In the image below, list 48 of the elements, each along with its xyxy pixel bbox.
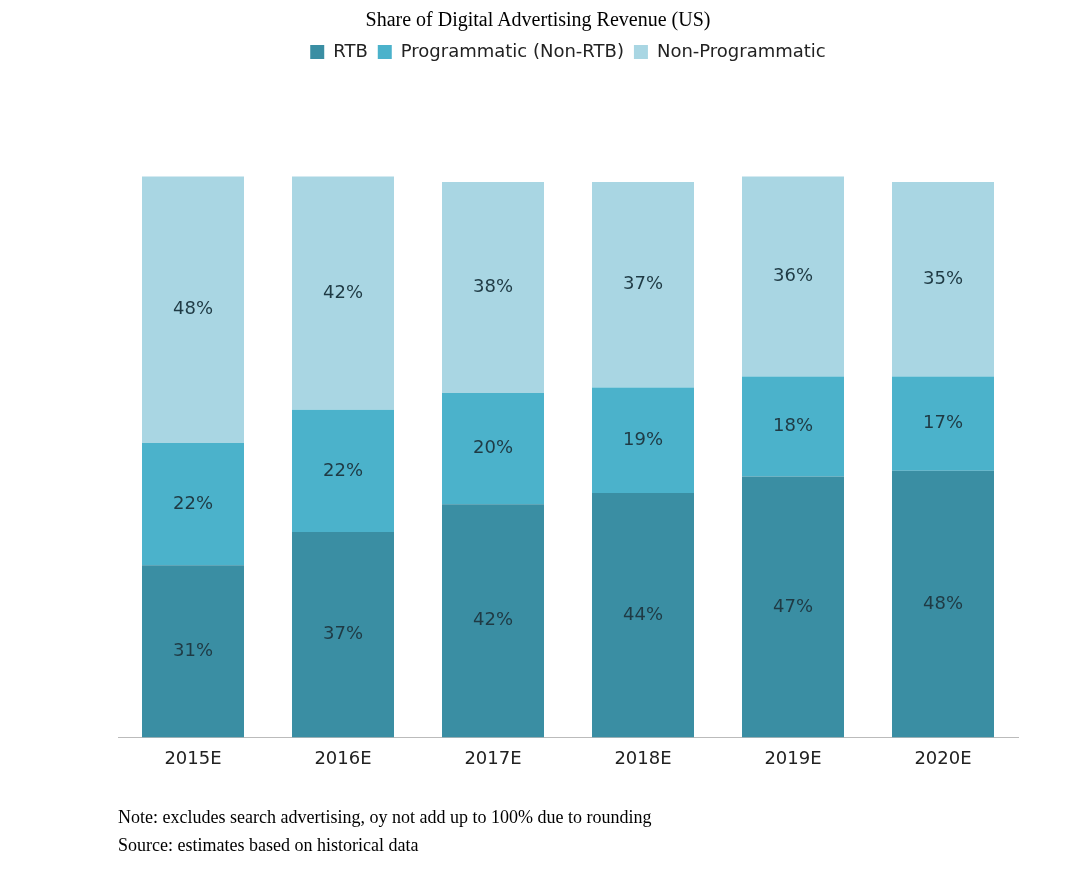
bar [592,387,694,494]
text: Note: excludes search advertising, oy not add up to 100% due to rounding [118,806,653,829]
x-tick-label: 2020E [914,746,972,768]
bar [292,531,394,738]
x-tick-label: 2016E [314,746,372,768]
data-label: 47% [772,594,814,616]
legend-label: Programmatic (Non-RTB) [400,39,624,61]
x-tick-label: 2017E [464,746,522,768]
data-label: 31% [172,639,214,660]
bar [742,176,844,377]
bar [442,182,544,394]
data-label: 35% [922,266,964,288]
bar [292,409,394,532]
bar [442,393,544,505]
x-tick-label: 2018E [614,746,672,768]
bar [292,176,394,410]
bar [892,182,994,377]
bar [892,376,994,471]
data-label: 38% [472,275,514,297]
bar [142,176,244,444]
bar [592,493,694,738]
bar [892,470,994,738]
data-label: 42% [322,280,364,302]
data-label: 37% [322,622,364,644]
source-note: Source: estimates based on historical data [118,834,420,857]
data-label: 17% [922,411,964,433]
bar [142,443,244,566]
data-label: 48% [172,297,214,319]
legend-label: Non-Programmatic [656,39,826,61]
chart-title: Share of Digital Advertising Revenue (US) [364,8,712,31]
data-label: 37% [622,272,664,294]
data-label: 22% [172,491,214,513]
data-label: 48% [922,591,964,613]
x-tick-label: 2015E [164,746,222,768]
x-tick-label: 2019E [764,746,822,768]
data-label: 36% [772,264,814,286]
bar [142,565,244,738]
data-label: 19% [622,427,664,449]
bar [742,376,844,477]
bar [742,476,844,738]
bar [592,182,694,388]
data-label: 18% [772,414,814,436]
data-label: 20% [472,436,514,458]
data-label: 22% [322,458,364,480]
legend-label: RTB [333,39,368,61]
data-label: 42% [472,608,514,630]
bar [442,504,544,738]
data-label: 44% [622,602,664,624]
